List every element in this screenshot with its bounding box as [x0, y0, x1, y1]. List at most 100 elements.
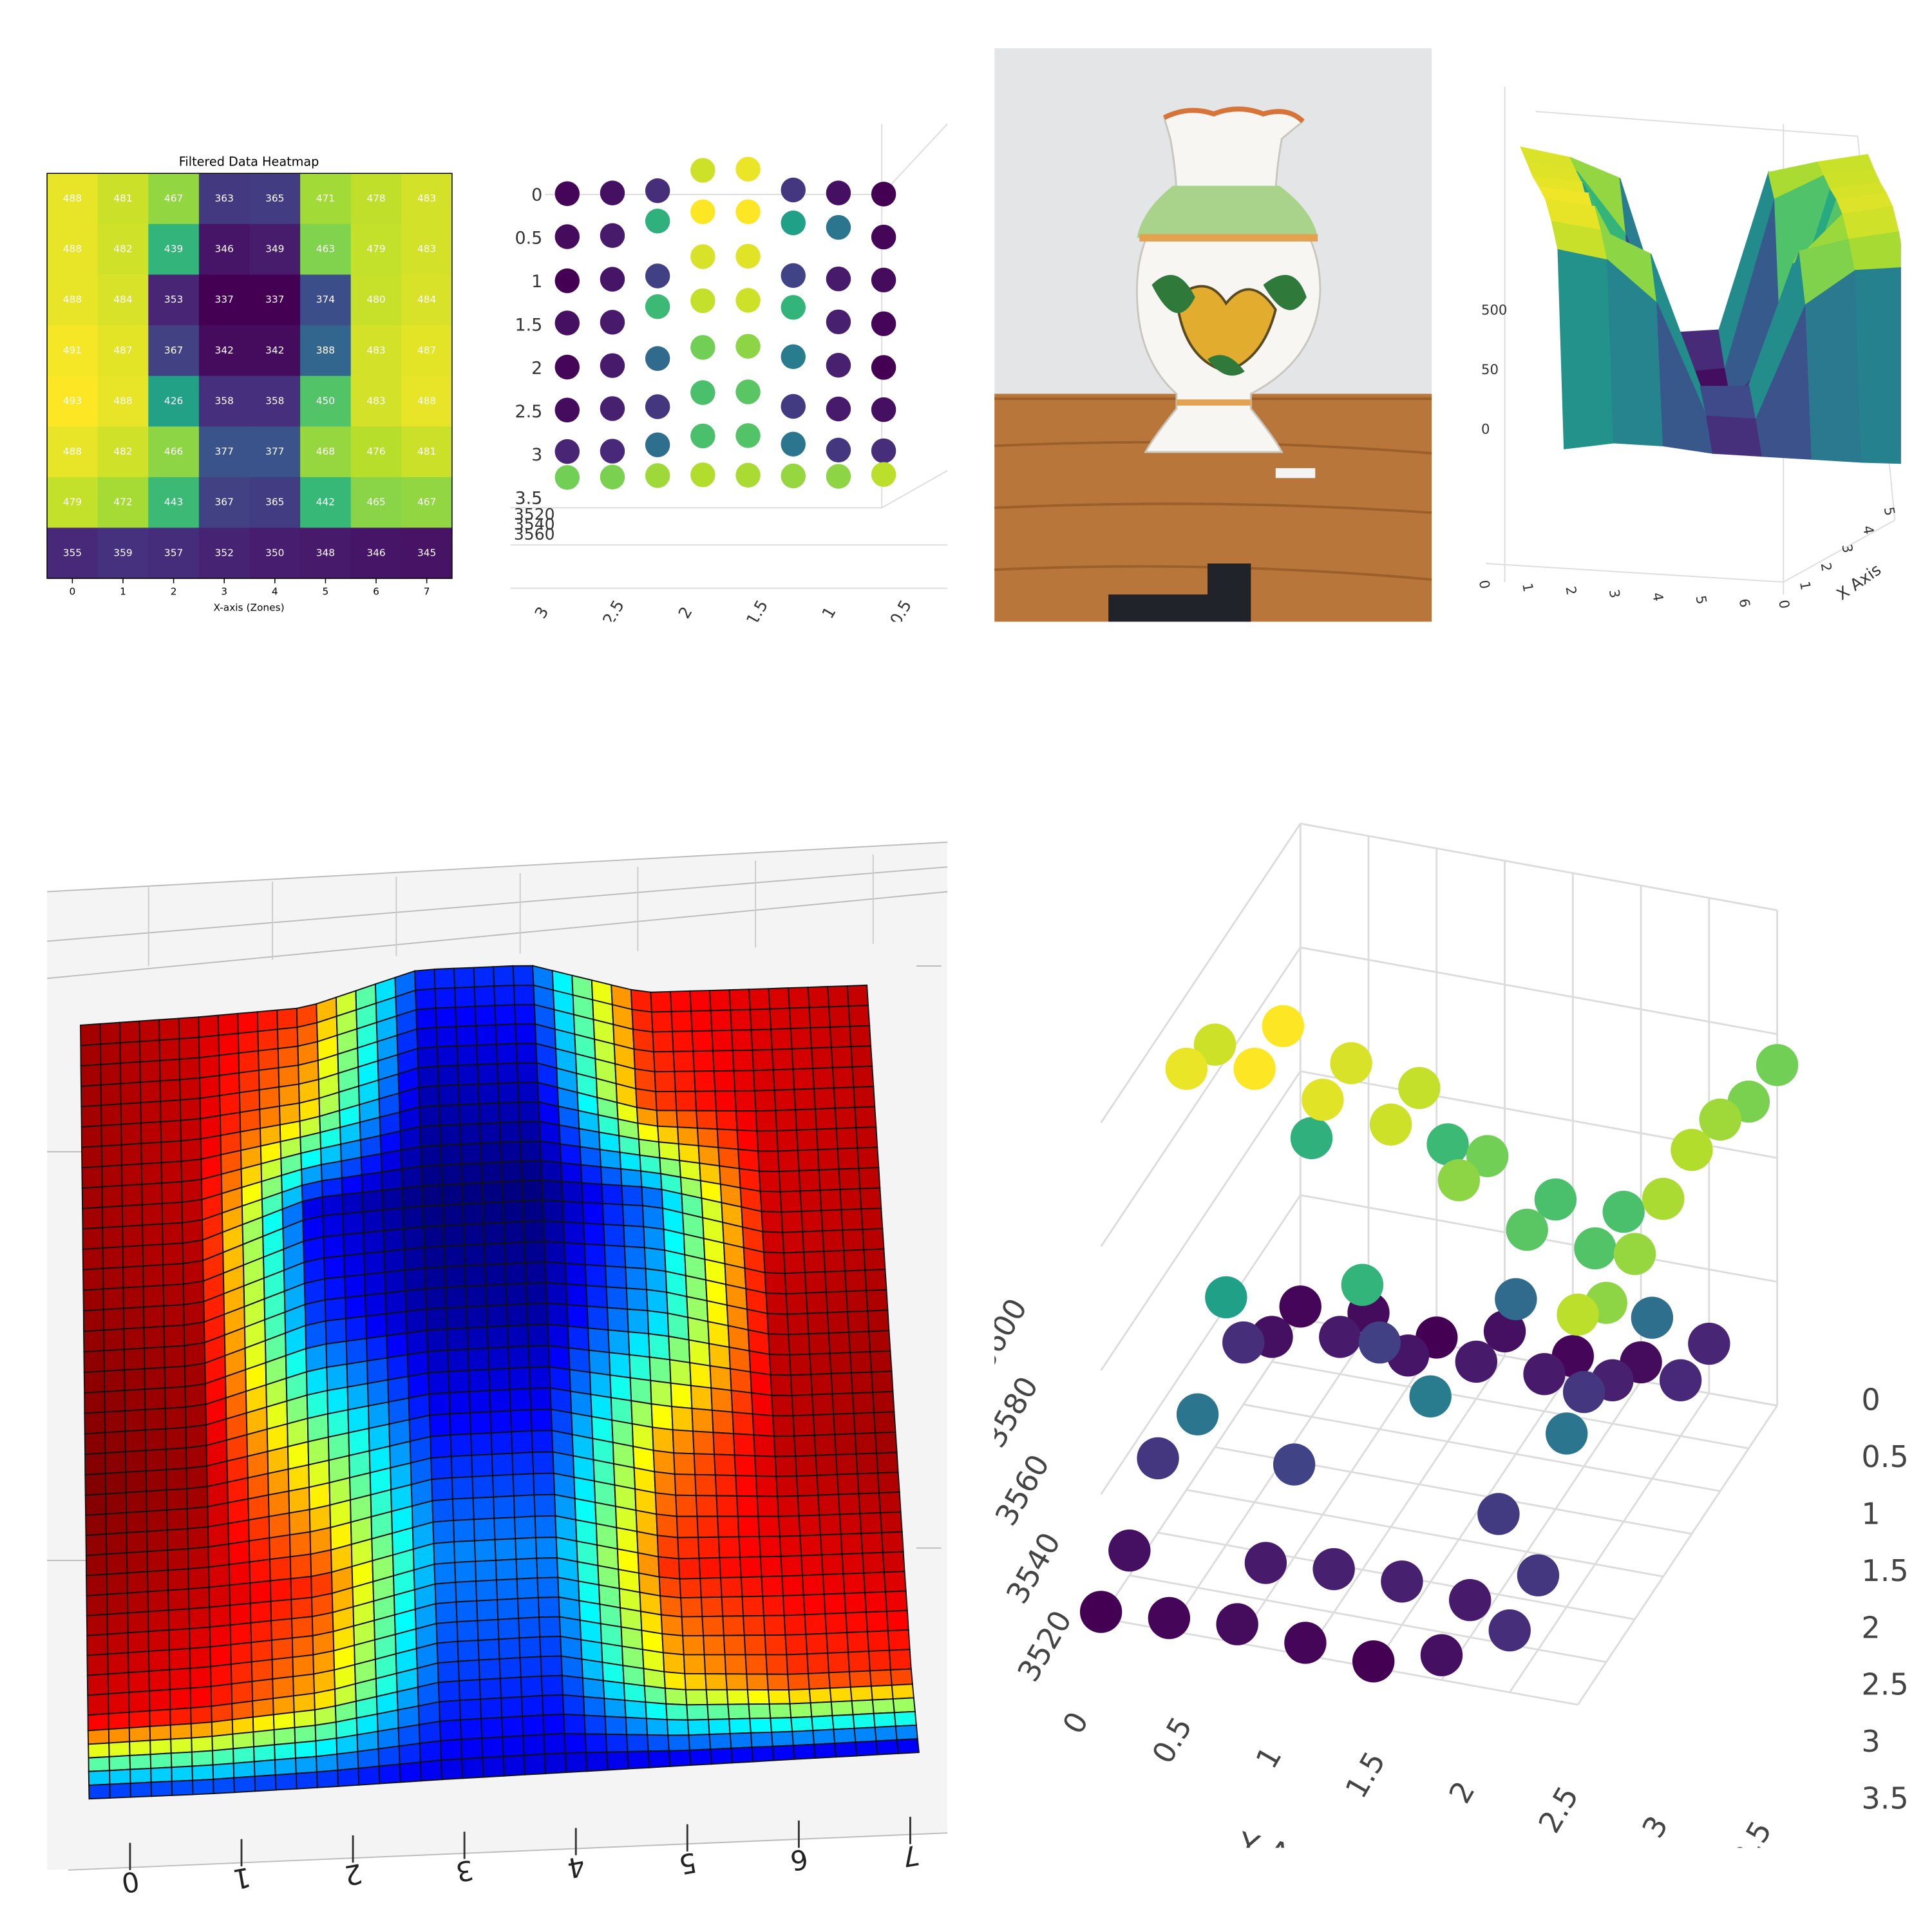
point	[1137, 1437, 1179, 1480]
mesh-patch	[269, 1556, 292, 1582]
mesh-patch	[621, 1184, 643, 1207]
mesh-patch	[624, 1700, 647, 1719]
mesh-patch	[604, 1716, 628, 1736]
point	[1398, 1066, 1441, 1110]
mesh-patch	[521, 1694, 544, 1718]
y-tick-label: 4	[1860, 524, 1877, 536]
x-tick-label: 2	[1861, 1610, 1880, 1645]
heatmap-cell	[401, 527, 453, 579]
mesh-patch	[108, 1727, 131, 1744]
mesh-patch	[272, 1676, 294, 1700]
mesh-patch	[625, 1287, 649, 1312]
mesh-patch	[866, 1630, 890, 1653]
mesh-patch	[876, 1452, 899, 1474]
mesh-patch	[677, 1537, 700, 1560]
mesh-patch	[292, 1673, 316, 1697]
mesh-patch	[771, 1048, 794, 1071]
point	[781, 210, 806, 236]
cell-label: 363	[215, 193, 234, 204]
mesh-patch	[481, 1181, 504, 1204]
mesh-patch	[126, 1531, 148, 1554]
mesh-patch	[125, 1470, 147, 1493]
mesh-patch	[754, 1455, 777, 1477]
x-tick-label: 5	[1692, 594, 1710, 606]
mesh-patch	[884, 1590, 908, 1613]
mesh-patch	[815, 1128, 838, 1151]
mesh-patch	[769, 1007, 791, 1030]
mesh-patch	[654, 1492, 677, 1517]
mesh-patch	[80, 1043, 102, 1067]
mesh-patch	[476, 1599, 499, 1622]
mesh-patch	[211, 1703, 233, 1723]
mesh-patch	[104, 1410, 126, 1434]
mesh-patch	[797, 1494, 820, 1517]
mesh-patch	[567, 1325, 590, 1351]
mesh-patch	[187, 1586, 211, 1610]
mesh-patch	[714, 1454, 737, 1477]
mesh-patch	[519, 1656, 542, 1678]
mesh-patch	[87, 1693, 109, 1716]
mesh-patch	[790, 1716, 814, 1732]
x-tick-label: 0	[1861, 1382, 1880, 1417]
mesh-patch	[694, 1090, 717, 1112]
mesh-patch	[831, 1392, 855, 1415]
mesh-patch	[186, 1486, 209, 1510]
point	[1262, 1005, 1304, 1047]
mesh-patch	[238, 1069, 260, 1094]
mesh-patch	[158, 1038, 180, 1061]
mesh-patch	[167, 1588, 190, 1611]
heatmap-cell	[148, 173, 200, 225]
mesh-patch	[468, 1390, 491, 1414]
mesh-patch	[182, 1219, 204, 1244]
mesh-patch	[141, 1182, 163, 1206]
mesh-patch	[126, 1510, 148, 1534]
mesh-patch	[786, 1653, 810, 1675]
mesh-patch	[417, 1065, 440, 1088]
mesh-patch	[793, 1434, 817, 1457]
mesh-patch	[122, 1265, 144, 1289]
mesh-patch	[643, 1247, 667, 1273]
mesh-patch	[736, 1129, 759, 1152]
mesh-patch	[853, 1727, 877, 1743]
mesh-patch	[80, 1104, 102, 1128]
mesh-patch	[170, 1751, 193, 1768]
mesh-patch	[834, 1106, 857, 1130]
mesh-patch	[238, 1050, 260, 1074]
mesh-patch	[119, 1041, 141, 1064]
mesh-patch	[121, 1184, 143, 1207]
mesh-patch	[650, 990, 672, 1013]
mesh-patch	[183, 1301, 205, 1326]
point	[690, 423, 715, 449]
mesh-patch	[252, 1698, 274, 1718]
mesh-patch	[622, 1665, 645, 1687]
mesh-patch	[680, 1596, 703, 1618]
mesh-patch	[717, 1146, 740, 1170]
mesh-patch	[543, 1732, 567, 1755]
mesh-patch	[80, 1023, 101, 1046]
heatmap-cell	[350, 477, 402, 529]
mesh-patch	[600, 1166, 623, 1186]
point	[600, 267, 625, 292]
y-tick-label: 3	[1635, 1810, 1674, 1843]
heatmap-cell	[47, 223, 99, 276]
point	[1455, 1340, 1497, 1383]
mesh-patch	[386, 1332, 408, 1359]
mesh-patch	[758, 1170, 781, 1193]
mesh-patch	[844, 1269, 867, 1293]
mesh-patch	[213, 1777, 236, 1795]
mesh-patch	[249, 1558, 271, 1584]
mesh-patch	[829, 1352, 852, 1374]
x-tick-label: 4	[565, 1850, 587, 1884]
mesh-patch	[813, 1087, 836, 1110]
mesh-patch	[431, 1498, 455, 1523]
y-axis-label: X Axis	[1833, 560, 1885, 604]
point	[645, 178, 670, 204]
mesh-patch	[692, 1050, 715, 1072]
mesh-patch	[609, 1374, 632, 1402]
mesh-patch	[434, 1581, 457, 1605]
mesh-patch	[401, 1165, 423, 1189]
mesh-patch	[524, 1240, 546, 1264]
mesh-patch	[830, 1046, 853, 1068]
mesh-patch	[182, 1260, 204, 1285]
mesh-patch	[703, 1654, 727, 1675]
